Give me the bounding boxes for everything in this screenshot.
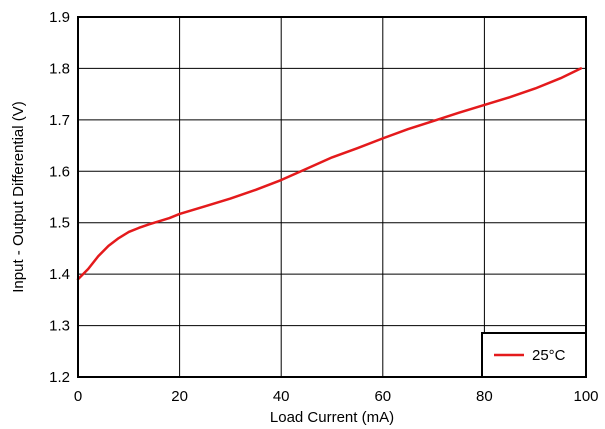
plot-frame — [77, 16, 587, 378]
y-tick-label: 1.8 — [49, 60, 70, 77]
y-tick-label: 1.6 — [49, 163, 70, 180]
x-tick-label: 0 — [74, 388, 82, 405]
legend-box — [481, 332, 587, 378]
x-tick-labels: 0 20 40 60 80 100 — [74, 388, 599, 405]
y-tick-label: 1.7 — [49, 112, 70, 129]
x-tick-label: 100 — [573, 388, 598, 405]
y-tick-labels: 1.2 1.3 1.4 1.5 1.6 1.7 1.8 1.9 — [49, 9, 70, 386]
x-tick-label: 80 — [476, 388, 493, 405]
series-line-25c — [76, 67, 583, 281]
legend: 25°C — [481, 332, 587, 378]
x-tick-label: 40 — [273, 388, 290, 405]
y-tick-label: 1.3 — [49, 318, 70, 335]
grid-lines — [78, 17, 586, 377]
legend-label-25c: 25°C — [532, 347, 566, 364]
y-tick-label: 1.2 — [49, 369, 70, 386]
y-axis-title: Input - Output Differential (V) — [10, 101, 27, 292]
x-tick-label: 60 — [374, 388, 391, 405]
y-tick-label: 1.5 — [49, 215, 70, 232]
x-axis-title: Load Current (mA) — [270, 409, 394, 426]
y-tick-label: 1.4 — [49, 266, 70, 283]
x-tick-label: 20 — [171, 388, 188, 405]
y-tick-label: 1.9 — [49, 9, 70, 26]
